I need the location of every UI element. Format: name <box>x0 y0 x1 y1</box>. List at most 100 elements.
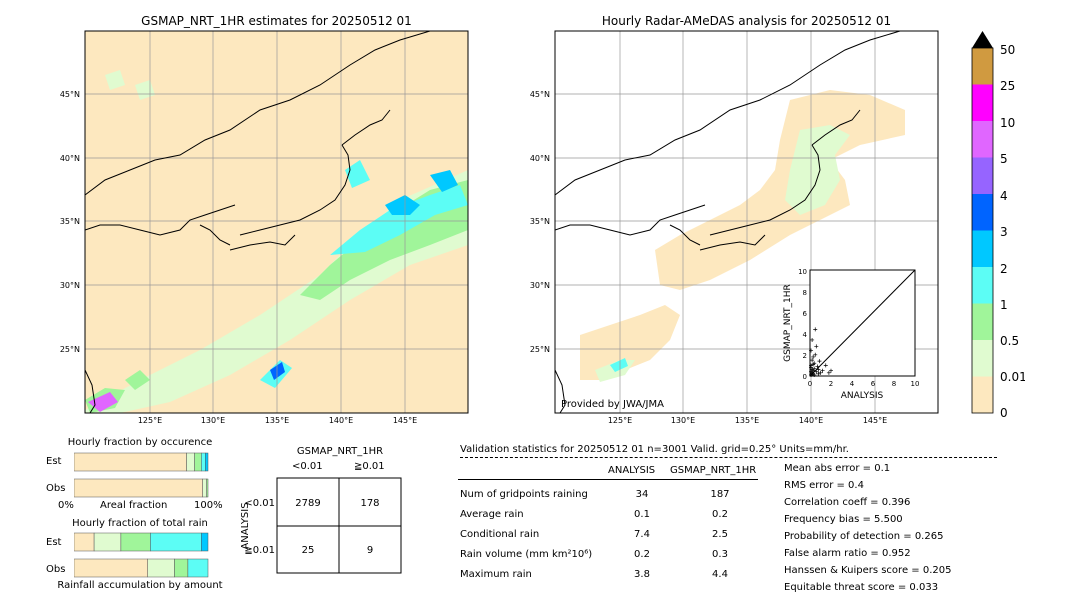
svg-text:0.01: 0.01 <box>1000 370 1025 384</box>
svg-text:45°N: 45°N <box>60 90 80 99</box>
right-map-frame <box>554 30 939 414</box>
scatter-point <box>809 363 814 368</box>
scatter-point <box>813 352 818 357</box>
total-row-est: Est <box>46 537 62 548</box>
scatter-xlabel: ANALYSIS <box>841 391 884 401</box>
stat-label-raining: Num of gridpoints raining <box>460 489 588 500</box>
svg-text:35°N: 35°N <box>60 217 80 226</box>
svg-text:40°N: 40°N <box>60 154 80 163</box>
scatter-diagonal <box>809 269 916 377</box>
colorbar-segment <box>972 48 993 85</box>
colorbar-segment <box>972 84 993 121</box>
fraction-bar-segment <box>150 532 202 552</box>
colorbar-segment <box>972 157 993 194</box>
svg-text:45°N: 45°N <box>530 90 550 99</box>
total-row-obs: Obs <box>46 564 66 575</box>
svg-text:8: 8 <box>803 289 807 297</box>
scatter-point <box>811 362 816 367</box>
scatter-point <box>809 348 814 353</box>
colorbar-segment <box>972 340 993 377</box>
score-frequency-bias: Frequency bias = 5.500 <box>784 514 903 525</box>
fraction-bar-segment <box>202 478 207 498</box>
svg-text:0: 0 <box>803 373 807 381</box>
svg-text:135°E: 135°E <box>735 416 759 425</box>
scatter-point <box>810 371 815 376</box>
score-pod: Probability of detection = 0.265 <box>784 531 944 542</box>
fraction-bar-segment <box>206 478 209 498</box>
stat-analysis-raining: 34 <box>635 489 649 500</box>
svg-text:0: 0 <box>808 380 812 388</box>
stat-analysis-maximum: 3.8 <box>634 569 650 580</box>
left-map-grid <box>85 31 468 413</box>
contingency-row-2: ≧0.01 <box>244 545 275 556</box>
colorbar-extend-arrow <box>972 31 993 48</box>
scatter-point <box>817 359 822 364</box>
score-correlation: Correlation coeff = 0.396 <box>784 497 911 508</box>
fraction-bar-segment <box>187 558 209 578</box>
validation-table-rule <box>458 479 758 480</box>
svg-text:6: 6 <box>871 380 876 388</box>
svg-text:145°E: 145°E <box>863 416 887 425</box>
validation-header: Validation statistics for 20250512 01 n=… <box>460 444 849 455</box>
occurrence-row-est: Est <box>46 456 62 467</box>
fraction-bar-segment <box>201 532 209 552</box>
occurrence-bars <box>74 452 209 498</box>
svg-text:125°E: 125°E <box>608 416 632 425</box>
total-title: Hourly fraction of total rain <box>72 518 208 529</box>
svg-text:10: 10 <box>911 380 920 388</box>
right-map-credit: Provided by JWA/JMA <box>561 399 664 410</box>
svg-text:6: 6 <box>803 310 808 318</box>
cell-yn: 25 <box>302 545 315 556</box>
fraction-bar-segment <box>74 478 203 498</box>
occurrence-title: Hourly fraction by occurence <box>67 437 213 448</box>
svg-text:35°N: 35°N <box>530 217 550 226</box>
scatter-point <box>810 367 815 372</box>
svg-text:25°N: 25°N <box>60 345 80 354</box>
left-map-lon-labels: 125°E 130°E 135°E 140°E 145°E <box>138 416 417 425</box>
contingency-row-axis: ANALYSIS <box>240 502 251 549</box>
colorbar-segment <box>972 121 993 158</box>
svg-text:2: 2 <box>1000 262 1008 276</box>
colorbar-segment <box>972 194 993 231</box>
stat-analysis-conditional: 7.4 <box>634 529 650 540</box>
colorbar-frame <box>971 47 994 414</box>
svg-text:3: 3 <box>1000 225 1008 239</box>
fraction-bar-segment <box>93 532 122 552</box>
contingency-row-1: <0.01 <box>244 498 275 509</box>
score-mae: Mean abs error = 0.1 <box>784 463 891 474</box>
validation-col-analysis: ANALYSIS <box>608 465 656 476</box>
stat-gsmap-raining: 187 <box>710 489 730 500</box>
svg-text:25°N: 25°N <box>530 345 550 354</box>
colorbar-labels: 0 0.01 0.5 1 2 3 4 5 10 25 50 <box>1000 43 1025 420</box>
scatter-point <box>823 363 828 368</box>
stat-analysis-average: 0.1 <box>634 509 650 520</box>
fraction-bar-segment <box>74 452 187 472</box>
stat-label-maximum: Maximum rain <box>460 569 532 580</box>
colorbar-segment <box>972 303 993 340</box>
occurrence-axis-left: 0% <box>58 500 74 511</box>
svg-text:10: 10 <box>798 268 807 276</box>
fraction-bar-segment <box>201 452 206 472</box>
svg-text:4: 4 <box>1000 189 1008 203</box>
right-map-lon-labels: 125°E 130°E 135°E 140°E 145°E <box>608 416 887 425</box>
svg-text:125°E: 125°E <box>138 416 162 425</box>
stat-gsmap-conditional: 2.5 <box>712 529 728 540</box>
svg-text:40°N: 40°N <box>530 154 550 163</box>
svg-text:8: 8 <box>892 380 896 388</box>
scatter-point <box>809 369 814 374</box>
stat-label-volume: Rain volume (mm km²10⁶) <box>460 549 593 560</box>
svg-text:0: 0 <box>1000 406 1008 420</box>
colorbar: 0 0.01 0.5 1 2 3 4 5 10 25 50 <box>971 31 1025 420</box>
right-map-lat-labels: 45°N 40°N 35°N 30°N 25°N <box>530 90 550 354</box>
stat-analysis-volume: 0.2 <box>634 549 650 560</box>
svg-text:140°E: 140°E <box>329 416 353 425</box>
svg-text:130°E: 130°E <box>201 416 225 425</box>
stat-gsmap-volume: 0.3 <box>712 549 728 560</box>
score-far: False alarm ratio = 0.952 <box>784 548 911 559</box>
scatter-point <box>810 337 815 342</box>
left-map-rain-field <box>85 70 468 413</box>
scatter-point <box>818 370 823 375</box>
fraction-bar-segment <box>147 558 175 578</box>
occurrence-axis-right: 100% <box>194 500 223 511</box>
contingency-col-2: ≧0.01 <box>354 461 385 472</box>
